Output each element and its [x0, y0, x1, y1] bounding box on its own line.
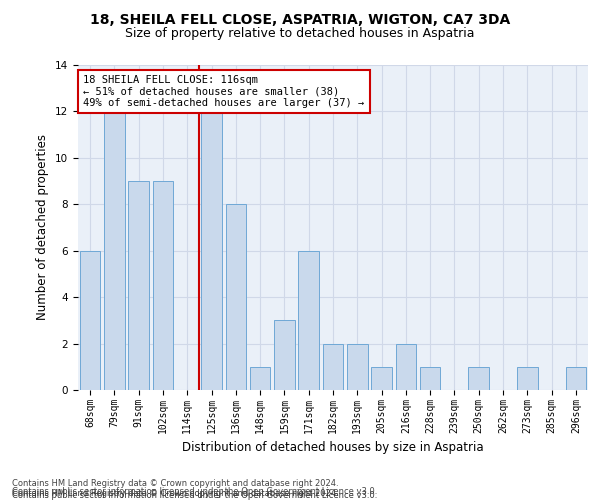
- Y-axis label: Number of detached properties: Number of detached properties: [37, 134, 49, 320]
- Bar: [517, 367, 538, 390]
- Bar: [566, 367, 586, 390]
- Bar: [371, 367, 392, 390]
- Bar: [201, 112, 222, 390]
- Text: 18 SHEILA FELL CLOSE: 116sqm
← 51% of detached houses are smaller (38)
49% of se: 18 SHEILA FELL CLOSE: 116sqm ← 51% of de…: [83, 74, 364, 108]
- Bar: [152, 181, 173, 390]
- Bar: [80, 250, 100, 390]
- Bar: [347, 344, 368, 390]
- Bar: [395, 344, 416, 390]
- Bar: [323, 344, 343, 390]
- Bar: [104, 112, 125, 390]
- Bar: [274, 320, 295, 390]
- Text: 18, SHEILA FELL CLOSE, ASPATRIA, WIGTON, CA7 3DA: 18, SHEILA FELL CLOSE, ASPATRIA, WIGTON,…: [90, 12, 510, 26]
- Bar: [226, 204, 246, 390]
- Bar: [128, 181, 149, 390]
- Text: Contains HM Land Registry data © Crown copyright and database right 2024.: Contains HM Land Registry data © Crown c…: [12, 488, 338, 498]
- Text: Contains public sector information licensed under the Open Government Licence v3: Contains public sector information licen…: [12, 487, 377, 496]
- Text: Size of property relative to detached houses in Aspatria: Size of property relative to detached ho…: [125, 28, 475, 40]
- Bar: [298, 250, 319, 390]
- Bar: [250, 367, 271, 390]
- Bar: [420, 367, 440, 390]
- X-axis label: Distribution of detached houses by size in Aspatria: Distribution of detached houses by size …: [182, 441, 484, 454]
- Text: Contains public sector information licensed under the Open Government Licence v3: Contains public sector information licen…: [12, 491, 377, 500]
- Bar: [469, 367, 489, 390]
- Text: Contains HM Land Registry data © Crown copyright and database right 2024.: Contains HM Land Registry data © Crown c…: [12, 478, 338, 488]
